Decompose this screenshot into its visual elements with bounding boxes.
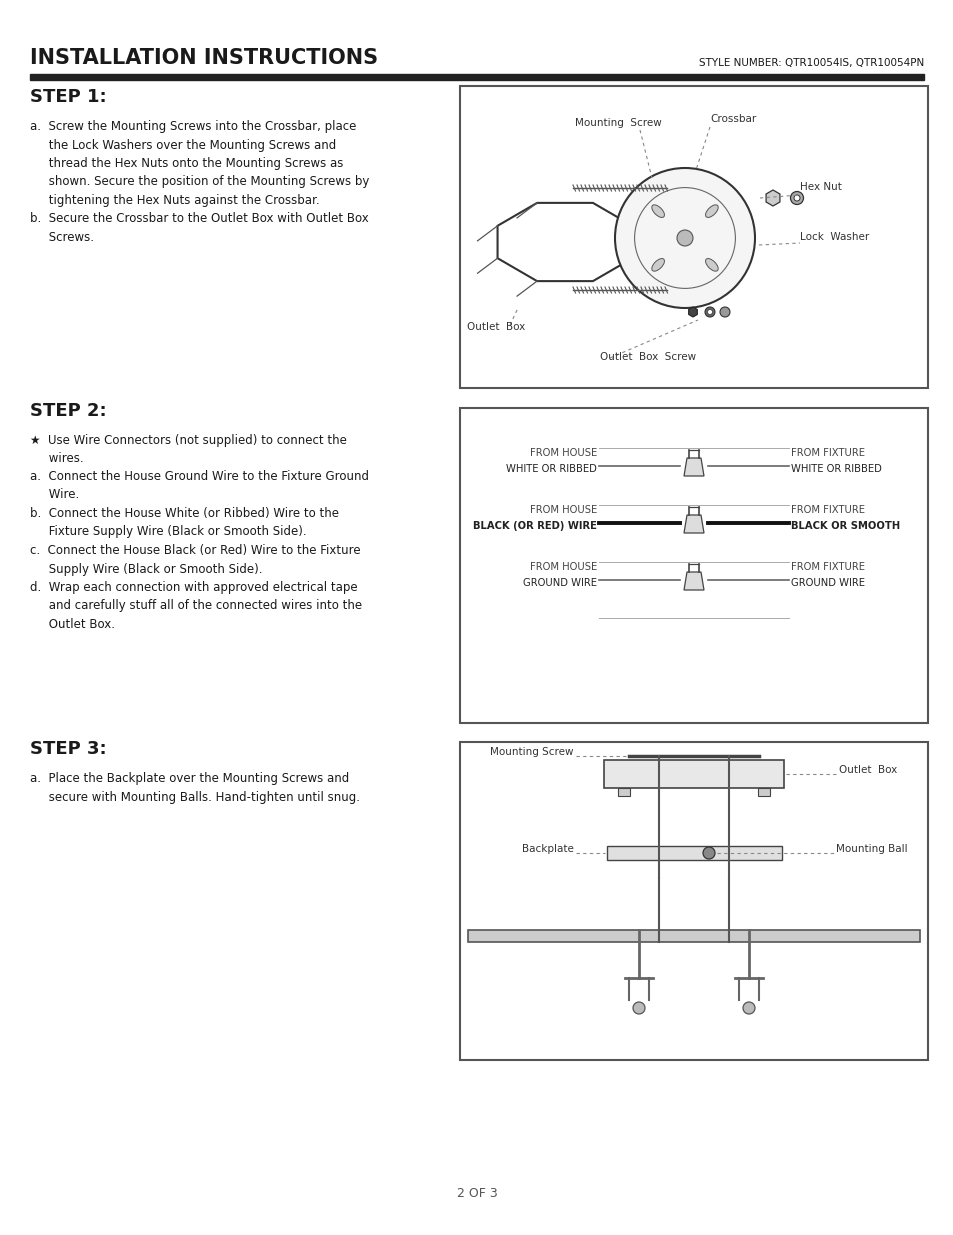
Text: Outlet  Box: Outlet Box: [838, 764, 897, 776]
Text: Backplate: Backplate: [521, 844, 574, 853]
Bar: [459, 742, 927, 1060]
Bar: [468, 930, 919, 942]
Bar: [618, 788, 629, 797]
Text: Crossbar: Crossbar: [709, 114, 756, 124]
Text: Mounting Screw: Mounting Screw: [490, 747, 574, 757]
Text: STYLE NUMBER: QTR10054IS, QTR10054PN: STYLE NUMBER: QTR10054IS, QTR10054PN: [698, 58, 923, 68]
Bar: [603, 760, 783, 788]
Polygon shape: [688, 308, 697, 317]
Text: STEP 1:: STEP 1:: [30, 88, 107, 106]
Ellipse shape: [651, 258, 663, 272]
Polygon shape: [683, 572, 703, 590]
Text: INSTALLATION INSTRUCTIONS: INSTALLATION INSTRUCTIONS: [30, 48, 377, 68]
Bar: [606, 846, 781, 860]
Text: Mounting  Screw: Mounting Screw: [574, 119, 660, 128]
Text: WHITE OR RIBBED: WHITE OR RIBBED: [506, 464, 597, 474]
Text: Outlet  Box  Screw: Outlet Box Screw: [599, 352, 696, 362]
Text: Hex Nut: Hex Nut: [800, 182, 841, 191]
Text: GROUND WIRE: GROUND WIRE: [790, 578, 864, 588]
Text: 2 OF 3: 2 OF 3: [456, 1187, 497, 1200]
Circle shape: [633, 1002, 644, 1014]
Circle shape: [704, 308, 714, 317]
Text: FROM FIXTURE: FROM FIXTURE: [790, 505, 864, 515]
Text: FROM HOUSE: FROM HOUSE: [529, 448, 597, 458]
Polygon shape: [765, 190, 780, 206]
Text: GROUND WIRE: GROUND WIRE: [522, 578, 597, 588]
Text: a.  Place the Backplate over the Mounting Screws and
     secure with Mounting B: a. Place the Backplate over the Mounting…: [30, 772, 359, 804]
Bar: [459, 408, 927, 722]
Bar: [30, 74, 923, 80]
Text: FROM HOUSE: FROM HOUSE: [529, 505, 597, 515]
Text: STEP 2:: STEP 2:: [30, 403, 107, 420]
Text: Lock  Washer: Lock Washer: [800, 232, 868, 242]
Bar: [459, 86, 927, 388]
Polygon shape: [683, 458, 703, 475]
Circle shape: [793, 195, 800, 201]
Text: Mounting Ball: Mounting Ball: [835, 844, 906, 853]
Text: STEP 3:: STEP 3:: [30, 740, 107, 758]
Ellipse shape: [705, 205, 718, 217]
Circle shape: [707, 310, 712, 315]
Ellipse shape: [651, 205, 663, 217]
Text: Outlet  Box: Outlet Box: [467, 322, 525, 332]
Circle shape: [720, 308, 729, 317]
Text: FROM HOUSE: FROM HOUSE: [529, 562, 597, 572]
Text: WHITE OR RIBBED: WHITE OR RIBBED: [790, 464, 881, 474]
Polygon shape: [683, 515, 703, 534]
Ellipse shape: [705, 258, 718, 272]
Text: FROM FIXTURE: FROM FIXTURE: [790, 562, 864, 572]
Text: ★  Use Wire Connectors (not supplied) to connect the
     wires.: ★ Use Wire Connectors (not supplied) to …: [30, 433, 347, 466]
Circle shape: [742, 1002, 754, 1014]
Text: BLACK OR SMOOTH: BLACK OR SMOOTH: [790, 521, 900, 531]
Text: FROM FIXTURE: FROM FIXTURE: [790, 448, 864, 458]
Circle shape: [790, 191, 802, 205]
Circle shape: [702, 847, 714, 860]
Bar: [758, 788, 769, 797]
Circle shape: [677, 230, 692, 246]
Circle shape: [615, 168, 754, 308]
Text: BLACK (OR RED) WIRE: BLACK (OR RED) WIRE: [473, 521, 597, 531]
Text: a.  Screw the Mounting Screws into the Crossbar, place
     the Lock Washers ove: a. Screw the Mounting Screws into the Cr…: [30, 120, 369, 245]
Text: a.  Connect the House Ground Wire to the Fixture Ground
     Wire.
b.  Connect t: a. Connect the House Ground Wire to the …: [30, 471, 369, 631]
